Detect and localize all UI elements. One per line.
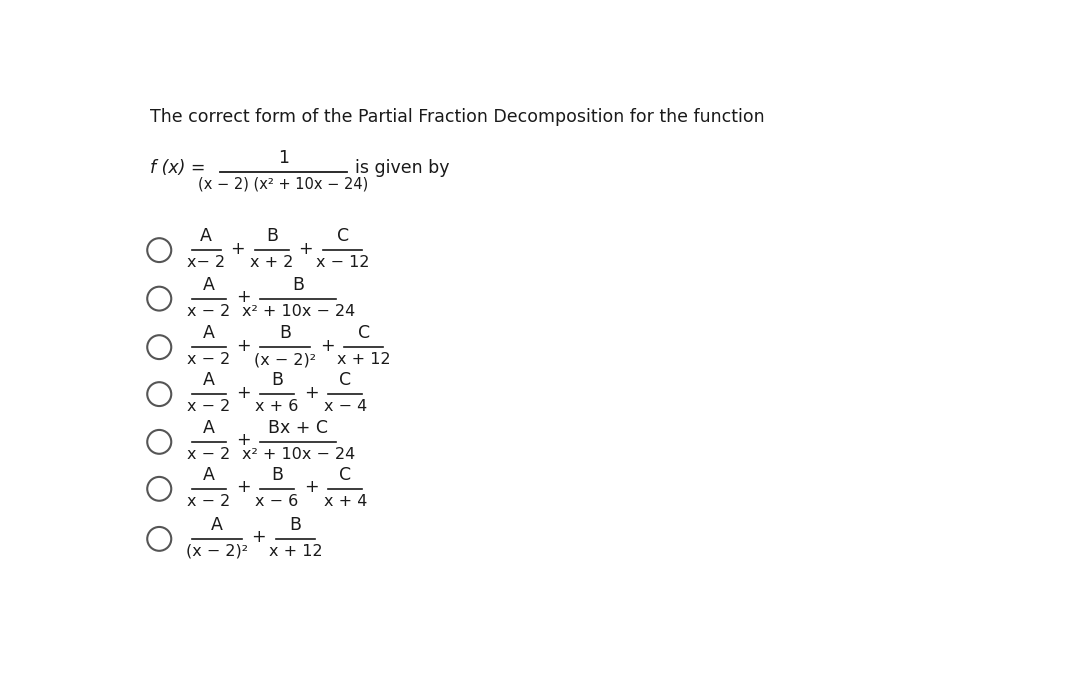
Text: A: A	[203, 275, 214, 293]
Text: +: +	[298, 239, 313, 257]
Text: x − 2: x − 2	[187, 399, 231, 414]
Text: x + 6: x + 6	[256, 399, 299, 414]
Text: x− 2: x− 2	[187, 255, 225, 270]
Text: (x − 2)²: (x − 2)²	[254, 352, 316, 367]
Text: Bx + C: Bx + C	[268, 419, 329, 437]
Text: x − 12: x − 12	[316, 255, 369, 270]
Text: B: B	[279, 324, 290, 342]
Text: x − 2: x − 2	[187, 494, 231, 509]
Text: B: B	[271, 371, 283, 389]
Text: A: A	[203, 324, 214, 342]
Text: C: C	[339, 371, 351, 389]
Text: x + 2: x + 2	[250, 255, 294, 270]
Text: A: A	[211, 516, 223, 534]
Text: x − 2: x − 2	[187, 304, 231, 318]
Text: is given by: is given by	[355, 158, 449, 176]
Text: x − 2: x − 2	[187, 352, 231, 367]
Text: (x − 2) (x² + 10x − 24): (x − 2) (x² + 10x − 24)	[198, 176, 369, 191]
Text: +: +	[236, 288, 250, 306]
Text: x − 4: x − 4	[323, 399, 367, 414]
Text: +: +	[236, 383, 250, 401]
Text: The correct form of the Partial Fraction Decomposition for the function: The correct form of the Partial Fraction…	[150, 108, 765, 126]
Text: +: +	[236, 478, 250, 496]
Text: x − 2: x − 2	[187, 447, 231, 462]
Text: B: B	[271, 466, 283, 484]
Text: A: A	[203, 466, 214, 484]
Text: C: C	[336, 227, 348, 245]
Text: +: +	[231, 239, 245, 257]
Text: +: +	[251, 528, 267, 547]
Text: B: B	[265, 227, 277, 245]
Text: A: A	[200, 227, 212, 245]
Text: x² + 10x − 24: x² + 10x − 24	[242, 304, 355, 318]
Text: B: B	[293, 275, 305, 293]
Text: +: +	[304, 478, 319, 496]
Text: +: +	[304, 383, 319, 401]
Text: C: C	[358, 324, 370, 342]
Text: +: +	[320, 336, 334, 354]
Text: 1: 1	[277, 149, 288, 167]
Text: x + 12: x + 12	[337, 352, 391, 367]
Text: +: +	[236, 431, 250, 449]
Text: x² + 10x − 24: x² + 10x − 24	[242, 447, 355, 462]
Text: A: A	[203, 371, 214, 389]
Text: +: +	[236, 336, 250, 354]
Text: x + 4: x + 4	[323, 494, 367, 509]
Text: C: C	[339, 466, 351, 484]
Text: f (x) =: f (x) =	[150, 158, 206, 176]
Text: A: A	[203, 419, 214, 437]
Text: x + 12: x + 12	[269, 544, 322, 559]
Text: B: B	[289, 516, 301, 534]
Text: x − 6: x − 6	[256, 494, 299, 509]
Text: (x − 2)²: (x − 2)²	[186, 544, 248, 559]
